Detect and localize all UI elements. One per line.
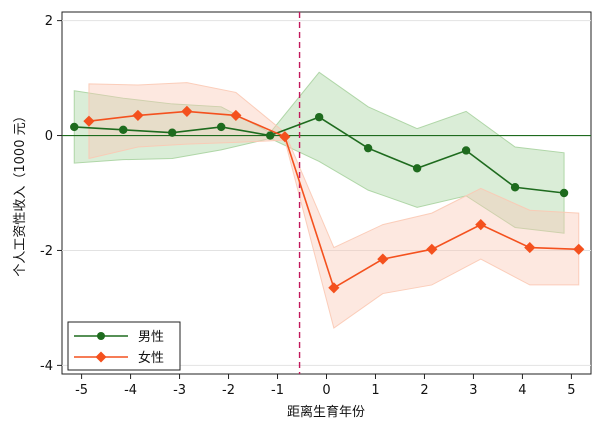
x-axis-label: 距离生育年份 [287, 404, 365, 420]
legend-box [67, 321, 181, 371]
legend-marker-male [97, 332, 105, 340]
x-tick-label: -4 [124, 383, 137, 398]
data-point-male [265, 131, 275, 140]
data-point-female [279, 131, 291, 143]
data-point-male [412, 164, 422, 173]
x-tick-label: -1 [271, 383, 284, 398]
data-point-female [132, 109, 144, 122]
reference-lines [62, 12, 591, 374]
data-point-male [559, 188, 569, 198]
confidence-bands [73, 71, 580, 329]
data-point-female [475, 219, 487, 231]
data-point-male [363, 143, 373, 153]
data-point-female [377, 253, 389, 265]
data-point-male [216, 122, 226, 132]
confidence-band-female [88, 82, 580, 329]
x-tick-label: 2 [420, 383, 428, 398]
x-tick-label: -2 [222, 383, 235, 398]
x-tick-label: 3 [469, 383, 477, 398]
x-tick-label: 1 [371, 383, 379, 398]
legend-label-male: 男性 [138, 330, 164, 345]
y-axis-label: 个人工资性收入（1000 元） [13, 109, 28, 276]
data-point-male [168, 128, 177, 137]
data-point-female [181, 105, 193, 118]
data-point-female [83, 115, 95, 127]
y-tick-label: -4 [40, 359, 53, 374]
data-point-female [524, 241, 536, 254]
x-tick-label: 0 [322, 383, 330, 398]
x-tick-label: -3 [173, 383, 186, 398]
x-tick-label: 4 [518, 383, 526, 398]
data-point-female [230, 109, 242, 122]
series-markers [70, 105, 585, 294]
data-point-male [461, 146, 471, 155]
data-point-male [314, 112, 324, 122]
data-point-male [70, 122, 79, 132]
y-tick-label: 2 [45, 14, 53, 29]
legend-label-female: 女性 [138, 350, 164, 366]
legend-marker-female [95, 351, 107, 363]
x-tick-label: 5 [567, 383, 575, 398]
x-tick-label: -5 [75, 383, 88, 398]
data-point-female [573, 243, 585, 255]
data-point-female [426, 243, 438, 255]
data-point-male [510, 183, 520, 192]
data-point-female [328, 282, 340, 294]
legend: 男性 女性 [67, 321, 181, 371]
y-tick-label: 0 [45, 129, 53, 144]
y-tick-label: -2 [40, 244, 53, 259]
data-point-male [119, 125, 128, 134]
axes: -4 -2 0 2 -5 -4 -3 -2 -1 0 1 2 3 4 5 [40, 14, 576, 398]
